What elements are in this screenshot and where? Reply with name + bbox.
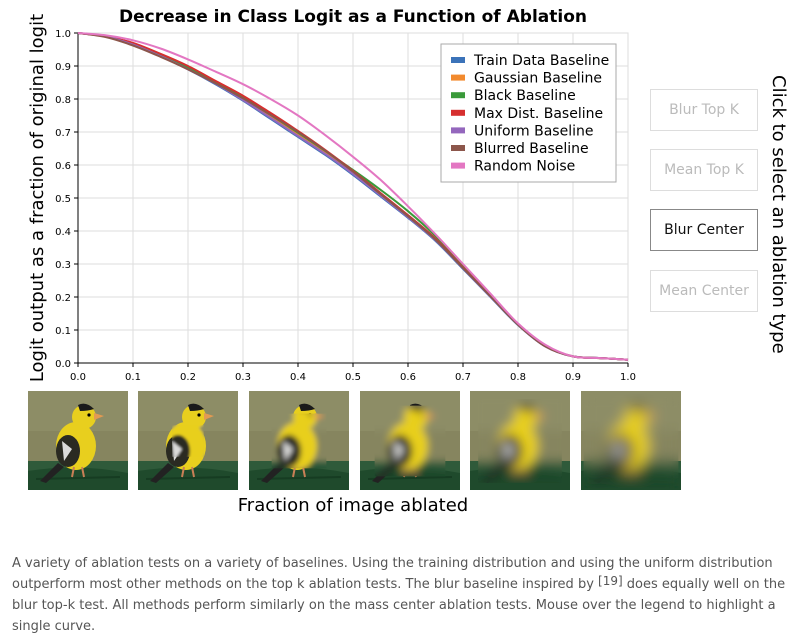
- x-tick-label: 0.9: [565, 372, 581, 383]
- series-line-blurred-baseline: [77, 32, 629, 361]
- legend-swatch: [451, 127, 465, 134]
- y-tick-label: 0.5: [55, 194, 71, 205]
- x-tick-label: 1.0: [620, 372, 636, 383]
- legend-swatch: [451, 74, 465, 81]
- x-tick-label: 0.4: [290, 372, 306, 383]
- ablation-thumbnail: [138, 391, 238, 490]
- citation-link[interactable]: [19]: [598, 574, 623, 588]
- ablation-thumbnail: [249, 391, 349, 490]
- mean-center-button[interactable]: Mean Center: [650, 270, 758, 312]
- ablation-selector-title: Click to select an ablation type: [768, 75, 789, 354]
- y-tick-label: 0.1: [55, 326, 71, 337]
- legend-item-random-noise[interactable]: Random Noise: [451, 159, 575, 175]
- y-tick-label: 0.8: [55, 95, 71, 106]
- legend-label: Random Noise: [474, 159, 575, 175]
- chart-series: [77, 32, 629, 361]
- ablation-thumbnail: [470, 391, 570, 490]
- goldfinch-image: [28, 391, 128, 490]
- x-tick-label: 0.6: [400, 372, 416, 383]
- legend-label: Gaussian Baseline: [474, 71, 602, 87]
- caption-part-1: A variety of ablation tests on a variety…: [12, 556, 773, 592]
- legend-item-max-dist-baseline[interactable]: Max Dist. Baseline: [451, 106, 603, 122]
- legend-label: Black Baseline: [474, 88, 576, 104]
- chart-title: Decrease in Class Logit as a Function of…: [119, 7, 587, 27]
- ablation-thumbnail: [581, 391, 681, 490]
- legend-swatch: [451, 145, 465, 151]
- x-tick-label: 0.1: [125, 372, 141, 383]
- goldfinch-image: [470, 391, 570, 490]
- legend-swatch: [451, 162, 465, 169]
- legend-label: Uniform Baseline: [474, 123, 593, 139]
- x-tick-label: 0.7: [455, 372, 471, 383]
- legend-label: Train Data Baseline: [473, 53, 609, 69]
- y-tick-label: 1.0: [55, 29, 71, 40]
- x-tick-label: 0.0: [70, 372, 86, 383]
- legend-label: Max Dist. Baseline: [474, 106, 603, 122]
- goldfinch-image: [249, 391, 349, 490]
- legend-item-blurred-baseline[interactable]: Blurred Baseline: [451, 141, 589, 157]
- legend-box: [440, 43, 617, 183]
- legend-swatch: [451, 57, 465, 63]
- legend-item-black-baseline[interactable]: Black Baseline: [451, 88, 576, 104]
- y-tick-label: 0.7: [55, 128, 71, 139]
- legend-item-gaussian-baseline[interactable]: Gaussian Baseline: [451, 71, 602, 87]
- y-tick-label: 0.4: [55, 227, 71, 238]
- y-tick-label: 0.9: [55, 62, 71, 73]
- y-axis-label: Logit output as a fraction of original l…: [27, 14, 48, 382]
- y-tick-label: 0.3: [55, 260, 71, 271]
- x-tick-label: 0.5: [345, 372, 361, 383]
- series-line-random-noise: [77, 32, 629, 361]
- legend-swatch: [451, 92, 465, 99]
- legend-label: Blurred Baseline: [474, 141, 589, 157]
- legend-swatch: [451, 109, 465, 116]
- legend-item-train-data-baseline[interactable]: Train Data Baseline: [451, 53, 609, 69]
- figure-caption: A variety of ablation tests on a variety…: [12, 553, 788, 637]
- goldfinch-image: [138, 391, 238, 490]
- blur-top-k-button[interactable]: Blur Top K: [650, 89, 758, 131]
- goldfinch-image: [360, 391, 460, 490]
- ablation-thumbnail: [360, 391, 460, 490]
- mean-top-k-button[interactable]: Mean Top K: [650, 149, 758, 191]
- x-tick-label: 0.3: [235, 372, 251, 383]
- ablation-chart: Decrease in Class Logit as a Function of…: [27, 7, 636, 516]
- ablation-thumbnail: [28, 391, 128, 490]
- x-tick-label: 0.8: [510, 372, 526, 383]
- x-tick-label: 0.2: [180, 372, 196, 383]
- chart-legend[interactable]: Train Data Baseline Gaussian BaselineBlac…: [440, 43, 617, 183]
- goldfinch-image: [581, 391, 681, 490]
- x-axis-label: Fraction of image ablated: [238, 495, 468, 516]
- caption-part-2: does equally well on the blur top-k test…: [12, 577, 786, 634]
- y-tick-label: 0.0: [55, 359, 71, 370]
- chart-axes: 0.0 0.1 0.2 0.3 0.4 0.5 0.6 0.7 0.8 0.9 1.0 0.0 0.1 0…: [55, 29, 636, 383]
- y-tick-label: 0.6: [55, 161, 71, 172]
- blur-center-button[interactable]: Blur Center: [650, 209, 758, 251]
- legend-item-uniform-baseline[interactable]: Uniform Baseline: [451, 123, 593, 139]
- y-tick-label: 0.2: [55, 293, 71, 304]
